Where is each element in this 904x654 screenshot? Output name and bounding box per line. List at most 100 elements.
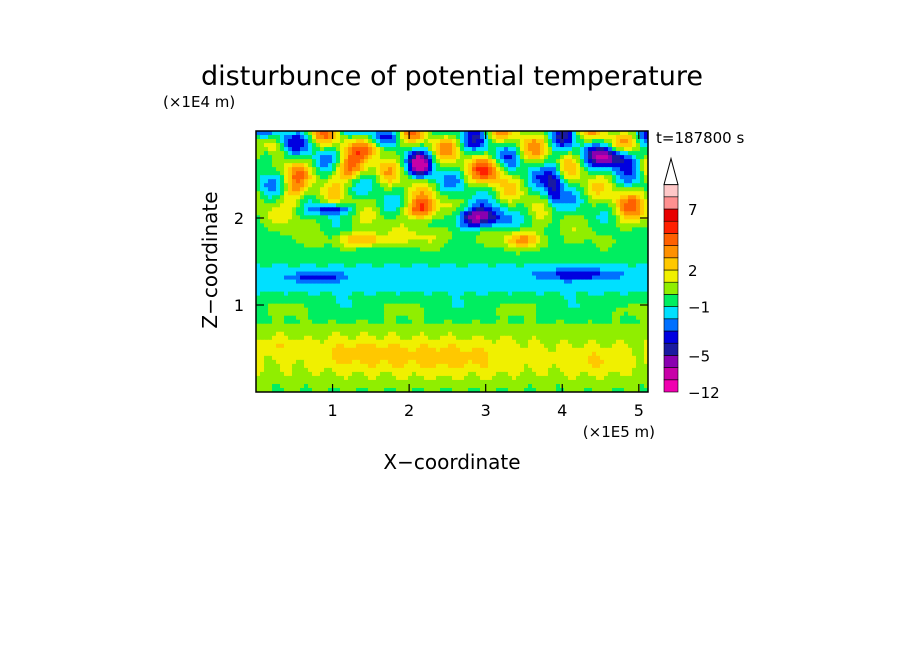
- heatmap-cell: [496, 167, 501, 172]
- heatmap-cell: [548, 167, 553, 172]
- heatmap-cell: [560, 303, 565, 309]
- heatmap-cell: [568, 275, 573, 281]
- heatmap-cell: [644, 255, 648, 261]
- heatmap-cell: [576, 155, 581, 160]
- heatmap-cell: [400, 187, 405, 192]
- heatmap-cell: [436, 151, 441, 156]
- heatmap-cell: [400, 171, 405, 176]
- heatmap-cell: [284, 207, 289, 212]
- heatmap-cell: [616, 255, 621, 261]
- heatmap-cell: [320, 327, 325, 333]
- heatmap-cell: [280, 211, 285, 216]
- heatmap-cell: [268, 155, 273, 160]
- heatmap-cell: [504, 331, 509, 337]
- heatmap-cell: [596, 167, 601, 172]
- heatmap-cell: [380, 159, 385, 164]
- heatmap-cell: [268, 251, 273, 257]
- heatmap-cell: [548, 327, 553, 333]
- heatmap-cell: [516, 167, 521, 172]
- heatmap-cell: [300, 323, 305, 329]
- heatmap-cell: [428, 291, 433, 297]
- heatmap-cell: [268, 291, 273, 297]
- heatmap-cell: [368, 327, 373, 333]
- heatmap-cell: [308, 275, 313, 281]
- heatmap-cell: [636, 171, 641, 176]
- heatmap-cell: [448, 183, 453, 188]
- heatmap-cell: [272, 255, 277, 261]
- heatmap-cell: [568, 135, 573, 140]
- heatmap-cell: [600, 227, 605, 232]
- heatmap-cell: [512, 239, 517, 245]
- heatmap-cell: [492, 231, 497, 236]
- heatmap-cell: [276, 327, 281, 333]
- heatmap-cell: [400, 183, 405, 188]
- heatmap-cell: [600, 195, 605, 200]
- heatmap-cell: [480, 195, 485, 200]
- heatmap-cell: [436, 315, 441, 321]
- heatmap-cell: [580, 283, 585, 289]
- heatmap-cell: [584, 131, 589, 136]
- heatmap-cell: [260, 243, 265, 249]
- heatmap-cell: [260, 147, 265, 152]
- heatmap-cell: [276, 299, 281, 305]
- heatmap-cell: [644, 299, 648, 305]
- heatmap-cell: [424, 219, 429, 224]
- heatmap-cell: [260, 319, 265, 325]
- heatmap-cell: [392, 243, 397, 249]
- heatmap-cell: [512, 151, 517, 156]
- heatmap-cell: [580, 211, 585, 216]
- heatmap-cell: [456, 279, 461, 285]
- heatmap-cell: [476, 255, 481, 261]
- heatmap-cell: [436, 203, 441, 208]
- heatmap-cell: [616, 267, 621, 273]
- heatmap-cell: [304, 331, 309, 337]
- heatmap-cell: [288, 135, 293, 140]
- heatmap-cell: [444, 143, 449, 148]
- heatmap-cell: [504, 199, 509, 204]
- heatmap-cell: [424, 159, 429, 164]
- heatmap-cell: [632, 171, 637, 176]
- heatmap-cell: [276, 215, 281, 220]
- heatmap-cell: [352, 259, 357, 265]
- heatmap-cell: [432, 319, 437, 325]
- heatmap-cell: [532, 211, 537, 216]
- heatmap-cell: [500, 231, 505, 236]
- heatmap-cell: [644, 159, 648, 164]
- heatmap-cell: [392, 147, 397, 152]
- heatmap-cell: [504, 287, 509, 293]
- heatmap-cell: [628, 187, 633, 192]
- heatmap-cell: [616, 279, 621, 285]
- heatmap-cell: [492, 171, 497, 176]
- heatmap-cell: [500, 215, 505, 220]
- heatmap-cell: [464, 243, 469, 249]
- heatmap-cell: [396, 275, 401, 281]
- heatmap-cell: [544, 203, 549, 208]
- heatmap-cell: [532, 263, 537, 269]
- heatmap-cell: [344, 311, 349, 317]
- heatmap-cell: [492, 155, 497, 160]
- heatmap-cell: [520, 303, 525, 309]
- heatmap-cell: [260, 311, 265, 317]
- heatmap-cell: [524, 171, 529, 176]
- heatmap-cell: [256, 263, 261, 269]
- heatmap-cell: [328, 267, 333, 273]
- heatmap-cell: [616, 235, 621, 241]
- heatmap-cell: [372, 295, 377, 301]
- heatmap-cell: [488, 303, 493, 309]
- heatmap-cell: [568, 231, 573, 236]
- heatmap-cell: [620, 267, 625, 273]
- heatmap-cell: [316, 243, 321, 249]
- heatmap-cell: [268, 219, 273, 224]
- heatmap-cell: [436, 223, 441, 228]
- heatmap-cell: [332, 319, 337, 325]
- heatmap-cell: [420, 159, 425, 164]
- heatmap-cell: [396, 259, 401, 265]
- heatmap-cell: [336, 211, 341, 216]
- heatmap-cell: [552, 199, 557, 204]
- heatmap-cell: [268, 135, 273, 140]
- heatmap-cell: [284, 151, 289, 156]
- heatmap-cell: [560, 167, 565, 172]
- heatmap-cell: [596, 255, 601, 261]
- heatmap-cell: [588, 131, 593, 136]
- heatmap-cell: [456, 183, 461, 188]
